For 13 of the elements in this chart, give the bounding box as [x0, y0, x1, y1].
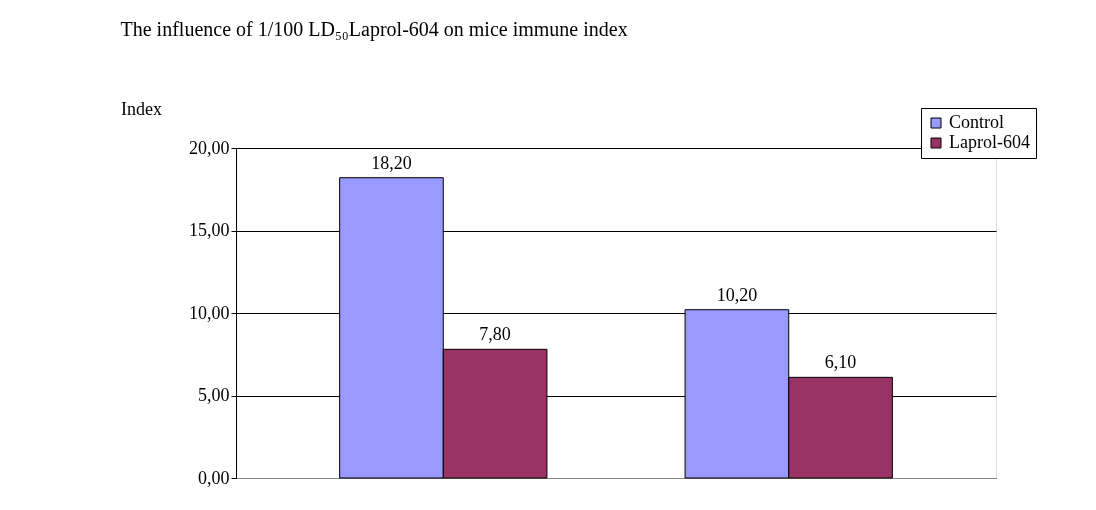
legend-label: Control — [949, 112, 1005, 132]
y-tick-label: 5,00 — [198, 385, 230, 405]
legend-label: Laprol-604 — [949, 132, 1030, 152]
data-label: 6,10 — [824, 352, 857, 373]
y-axis-title: Index — [121, 98, 162, 119]
y-tick-label: 20,00 — [189, 137, 230, 158]
chart-title: The influence of 1/100 LD₅₀Laprol-604 on mice immune index — [120, 18, 628, 41]
y-tick-label: 15,00 — [189, 220, 230, 240]
data-label: 7,80 — [479, 324, 511, 345]
y-tick-label: 0,00 — [198, 467, 230, 488]
data-label: 18,20 — [371, 152, 412, 173]
data-label: 10,20 — [716, 284, 758, 305]
y-tick-label: 10,00 — [189, 302, 230, 323]
